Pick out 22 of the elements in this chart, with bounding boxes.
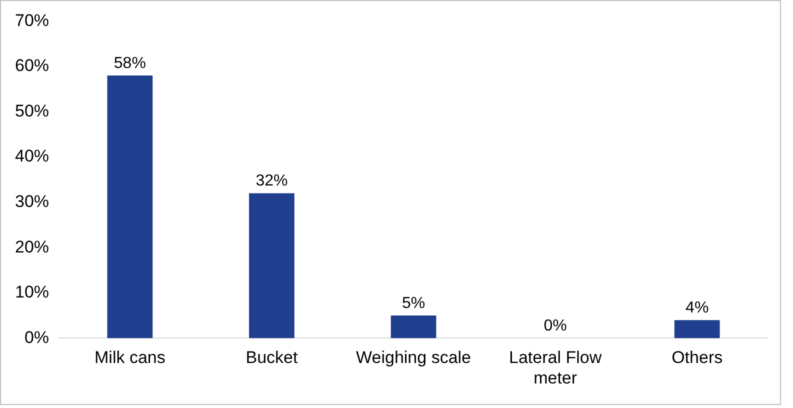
y-tick-label: 60% [14,56,50,76]
y-tick-label: 40% [14,146,50,166]
y-tick-label: 70% [14,10,50,30]
y-tick-label: 0% [24,328,50,347]
y-tick-label: 30% [14,192,50,212]
bar [390,316,436,338]
x-tick-label: Bucket [246,348,298,368]
y-tick-label: 10% [14,282,50,302]
bar [107,76,153,338]
y-tick-label: 20% [14,237,50,256]
x-tick-label: Lateral Flow meter [509,348,602,388]
x-tick-label: Others [672,348,723,368]
bar [249,193,294,338]
x-tick-label: Milk cans [94,348,166,368]
data-label: 0% [544,318,567,335]
data-label: 5% [402,294,426,312]
data-label: 32% [256,172,288,190]
data-label: 4% [686,299,709,316]
data-label: 58% [114,54,146,72]
x-tick-label: Weighing scale [356,348,472,368]
y-tick-label: 50% [14,101,50,120]
bar [674,320,720,338]
